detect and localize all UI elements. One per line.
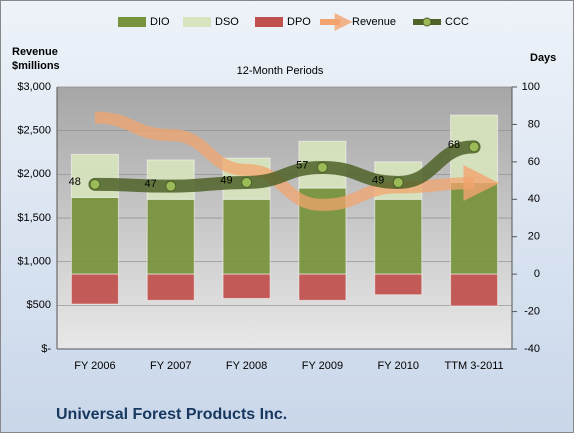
ccc-marker bbox=[89, 178, 101, 190]
legend-swatch bbox=[183, 17, 211, 27]
bar bbox=[146, 198, 195, 275]
legend-label: CCC bbox=[445, 16, 469, 28]
y2-tick-label: 20 bbox=[528, 231, 540, 243]
bar bbox=[222, 273, 271, 299]
bar bbox=[450, 181, 499, 275]
y2-tick-label: -40 bbox=[524, 343, 540, 355]
ccc-marker bbox=[392, 176, 404, 188]
data-label: 68 bbox=[448, 139, 460, 151]
bar bbox=[374, 198, 423, 275]
y2-tick-label: 100 bbox=[522, 81, 540, 93]
legend-label: Revenue bbox=[352, 16, 396, 28]
x-tick-label: FY 2010 bbox=[378, 360, 419, 372]
data-label: 49 bbox=[372, 174, 384, 186]
legend-swatch bbox=[255, 17, 283, 27]
legend-label: DPO bbox=[287, 16, 311, 28]
y-tick-label: $2,500 bbox=[17, 125, 51, 137]
bar bbox=[298, 273, 347, 301]
chart-title: 12-Month Periods bbox=[237, 65, 324, 77]
y2-tick-label: 40 bbox=[528, 193, 540, 205]
bar bbox=[450, 273, 499, 307]
y-axis-title: Revenue bbox=[12, 46, 58, 58]
y-tick-label: $500 bbox=[27, 299, 51, 311]
y-axis-title: $millions bbox=[12, 60, 60, 72]
legend-label: DIO bbox=[150, 16, 170, 28]
y2-tick-label: 60 bbox=[528, 156, 540, 168]
y-tick-label: $- bbox=[41, 343, 51, 355]
y-tick-label: $3,000 bbox=[17, 81, 51, 93]
ccc-marker bbox=[241, 176, 253, 188]
data-label: 49 bbox=[220, 174, 232, 186]
data-label: 48 bbox=[69, 176, 81, 188]
bar bbox=[222, 198, 271, 275]
x-tick-label: FY 2009 bbox=[302, 360, 343, 372]
y2-axis-title: Days bbox=[530, 52, 556, 64]
bar bbox=[70, 273, 119, 305]
y-tick-label: $2,000 bbox=[17, 168, 51, 180]
bar bbox=[70, 196, 119, 275]
legend-label: DSO bbox=[215, 16, 239, 28]
y-tick-label: $1,500 bbox=[17, 212, 51, 224]
x-tick-label: FY 2008 bbox=[226, 360, 267, 372]
y2-tick-label: -20 bbox=[524, 305, 540, 317]
bar bbox=[146, 273, 195, 301]
data-label: 57 bbox=[296, 159, 308, 171]
legend-swatch bbox=[118, 17, 146, 27]
footer: Universal Forest Products Inc. bbox=[56, 406, 287, 423]
data-label: 47 bbox=[145, 178, 157, 190]
bar bbox=[374, 273, 423, 296]
ccc-marker bbox=[165, 180, 177, 192]
ccc-marker bbox=[316, 161, 328, 173]
ccc-marker bbox=[468, 141, 480, 153]
y2-tick-label: 0 bbox=[534, 268, 540, 280]
y-tick-label: $1,000 bbox=[17, 256, 51, 268]
legend-marker bbox=[422, 17, 432, 27]
x-tick-label: FY 2007 bbox=[150, 360, 191, 372]
y2-tick-label: 80 bbox=[528, 118, 540, 130]
x-tick-label: FY 2006 bbox=[74, 360, 115, 372]
x-tick-label: TTM 3-2011 bbox=[445, 360, 504, 372]
